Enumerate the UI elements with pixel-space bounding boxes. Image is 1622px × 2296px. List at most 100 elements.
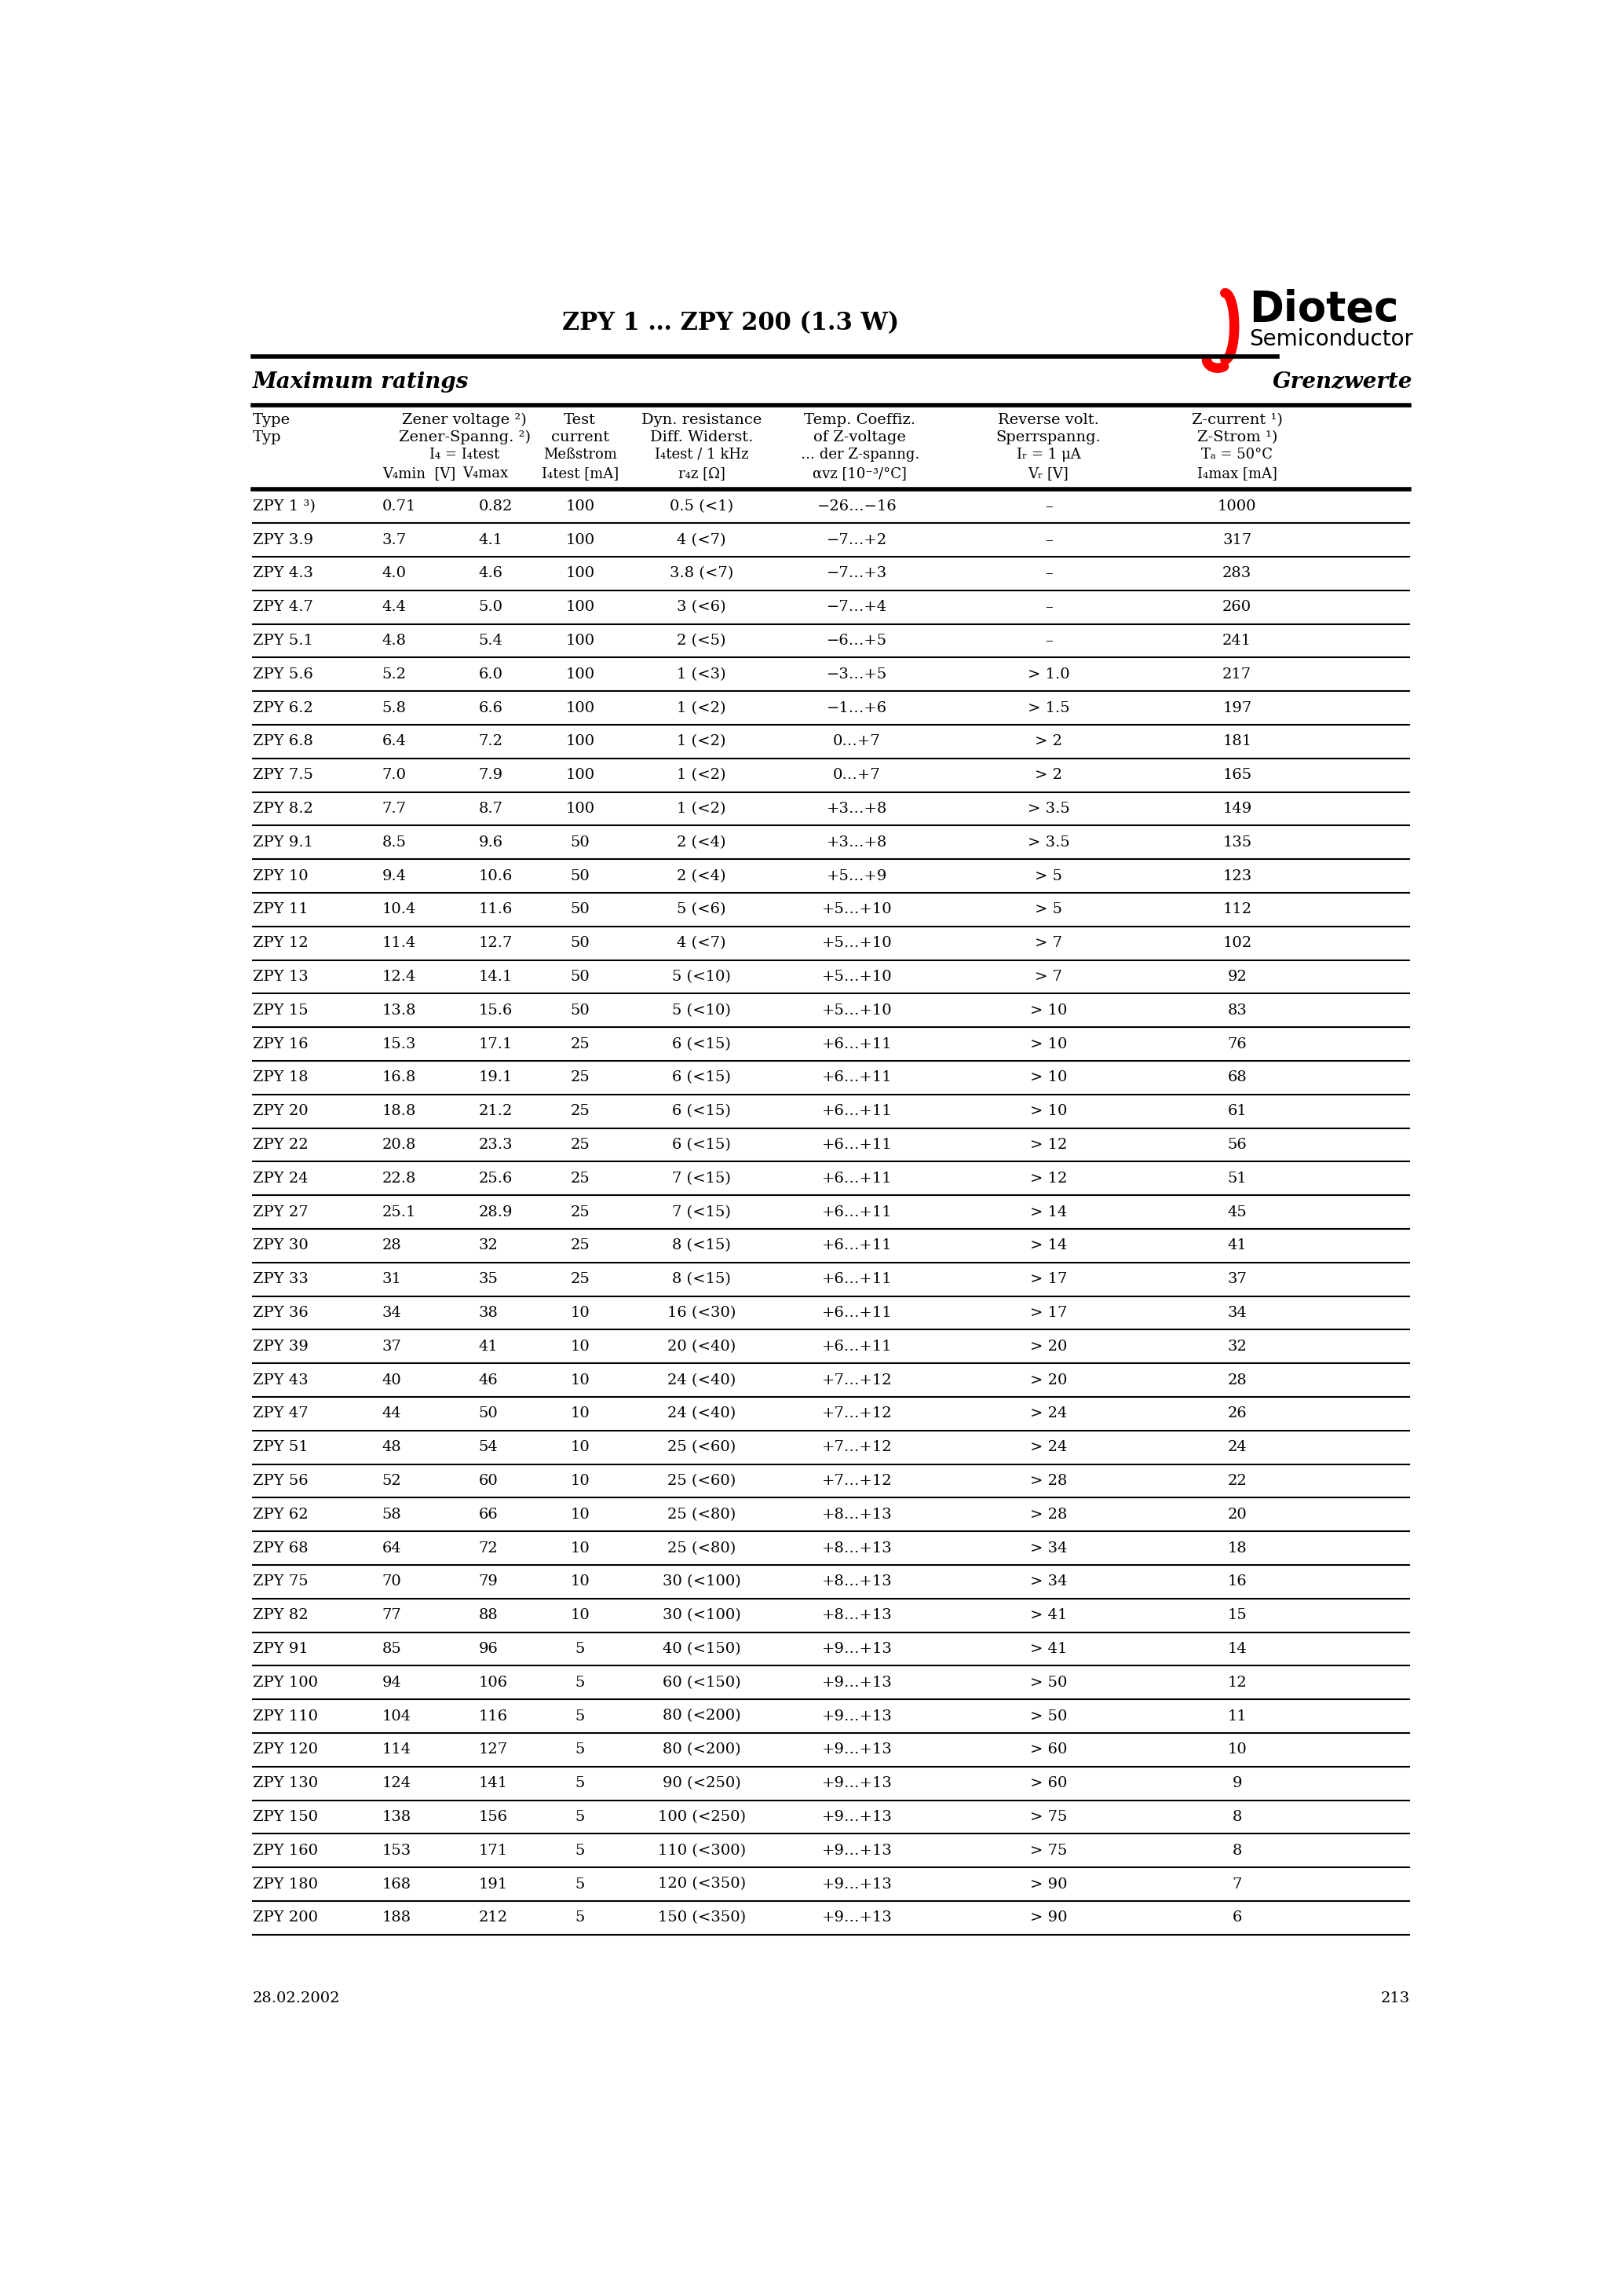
Text: ZPY 75: ZPY 75 [253, 1575, 308, 1589]
Text: > 17: > 17 [1030, 1272, 1067, 1286]
Text: +6…+11: +6…+11 [822, 1171, 892, 1185]
Text: > 34: > 34 [1030, 1575, 1067, 1589]
Text: +9…+13: +9…+13 [822, 1777, 892, 1791]
Text: > 20: > 20 [1030, 1339, 1067, 1355]
Text: > 75: > 75 [1030, 1809, 1067, 1823]
Text: +8…+13: +8…+13 [822, 1607, 892, 1623]
Text: +5…+9: +5…+9 [827, 868, 887, 884]
Text: ZPY 150: ZPY 150 [253, 1809, 318, 1823]
Text: 28.9: 28.9 [478, 1205, 513, 1219]
Text: 5.2: 5.2 [383, 668, 407, 682]
Text: 150 (<350): 150 (<350) [657, 1910, 746, 1924]
Text: 46: 46 [478, 1373, 498, 1387]
Text: 80 (<200): 80 (<200) [662, 1708, 741, 1724]
Text: current: current [551, 429, 610, 445]
Text: 100 (<250): 100 (<250) [657, 1809, 746, 1823]
Text: +7…+12: +7…+12 [822, 1474, 892, 1488]
Text: ZPY 130: ZPY 130 [253, 1777, 318, 1791]
Text: ZPY 6.2: ZPY 6.2 [253, 700, 313, 714]
Text: 1 (<2): 1 (<2) [676, 801, 727, 815]
Text: > 10: > 10 [1030, 1003, 1067, 1017]
Text: 11.4: 11.4 [383, 937, 417, 951]
Text: 20.8: 20.8 [383, 1139, 417, 1153]
Text: 2 (<4): 2 (<4) [676, 836, 727, 850]
Text: V₄max: V₄max [462, 466, 509, 480]
Text: 5: 5 [576, 1809, 586, 1823]
Text: +6…+11: +6…+11 [822, 1139, 892, 1153]
Text: 45: 45 [1228, 1205, 1247, 1219]
Text: 4 (<7): 4 (<7) [676, 533, 727, 546]
Text: 9.6: 9.6 [478, 836, 503, 850]
Text: 21.2: 21.2 [478, 1104, 513, 1118]
Text: 24 (<40): 24 (<40) [667, 1407, 736, 1421]
Text: 100: 100 [566, 567, 595, 581]
Text: 6: 6 [1233, 1910, 1242, 1924]
Text: > 12: > 12 [1030, 1139, 1067, 1153]
Text: Sperrspanng.: Sperrspanng. [996, 429, 1101, 445]
Text: 1 (<2): 1 (<2) [676, 735, 727, 748]
Text: +6…+11: +6…+11 [822, 1205, 892, 1219]
Text: Tₐ = 50°C: Tₐ = 50°C [1202, 448, 1273, 461]
Text: 16: 16 [1228, 1575, 1247, 1589]
Text: ZPY 56: ZPY 56 [253, 1474, 308, 1488]
Text: ZPY 4.3: ZPY 4.3 [253, 567, 313, 581]
Text: 50: 50 [571, 1003, 590, 1017]
Text: 4.6: 4.6 [478, 567, 503, 581]
Text: 16.8: 16.8 [383, 1070, 417, 1084]
Text: 0.82: 0.82 [478, 498, 513, 514]
Text: > 1.5: > 1.5 [1027, 700, 1069, 714]
Text: 5: 5 [576, 1878, 586, 1892]
Text: ZPY 27: ZPY 27 [253, 1205, 308, 1219]
Text: Diotec: Diotec [1249, 289, 1398, 331]
Text: ZPY 13: ZPY 13 [253, 969, 308, 985]
Text: ZPY 33: ZPY 33 [253, 1272, 308, 1286]
Text: 15.6: 15.6 [478, 1003, 513, 1017]
Text: 7.9: 7.9 [478, 769, 503, 783]
Text: 123: 123 [1223, 868, 1252, 884]
Text: 217: 217 [1223, 668, 1252, 682]
Text: +6…+11: +6…+11 [822, 1272, 892, 1286]
Text: 61: 61 [1228, 1104, 1247, 1118]
Text: 100: 100 [566, 700, 595, 714]
Text: I₄max [mA]: I₄max [mA] [1197, 466, 1277, 480]
Text: > 34: > 34 [1030, 1541, 1067, 1554]
Text: 25 (<80): 25 (<80) [667, 1508, 736, 1522]
Text: 17.1: 17.1 [478, 1038, 513, 1052]
Text: 100: 100 [566, 769, 595, 783]
Text: 72: 72 [478, 1541, 498, 1554]
Text: 25: 25 [571, 1205, 590, 1219]
Text: ZPY 20: ZPY 20 [253, 1104, 308, 1118]
Text: 4.4: 4.4 [383, 599, 407, 615]
Text: 110 (<300): 110 (<300) [657, 1844, 746, 1857]
Text: ZPY 16: ZPY 16 [253, 1038, 308, 1052]
Text: > 24: > 24 [1030, 1440, 1067, 1453]
Text: ZPY 62: ZPY 62 [253, 1508, 308, 1522]
Text: 1000: 1000 [1218, 498, 1257, 514]
Text: 22.8: 22.8 [383, 1171, 417, 1185]
Text: 188: 188 [383, 1910, 412, 1924]
Text: > 7: > 7 [1035, 969, 1062, 985]
Text: 114: 114 [383, 1743, 412, 1756]
Text: 30 (<100): 30 (<100) [662, 1575, 741, 1589]
Text: 5.0: 5.0 [478, 599, 503, 615]
Text: 25 (<80): 25 (<80) [667, 1541, 736, 1554]
Text: 5: 5 [576, 1777, 586, 1791]
Text: 11.6: 11.6 [478, 902, 513, 916]
Text: 104: 104 [383, 1708, 412, 1724]
Text: 1 (<2): 1 (<2) [676, 700, 727, 714]
Text: ZPY 110: ZPY 110 [253, 1708, 318, 1724]
Text: 156: 156 [478, 1809, 508, 1823]
Text: 10.6: 10.6 [478, 868, 513, 884]
Text: +9…+13: +9…+13 [822, 1708, 892, 1724]
Text: +6…+11: +6…+11 [822, 1339, 892, 1355]
Text: 6 (<15): 6 (<15) [672, 1070, 732, 1084]
Text: ZPY 100: ZPY 100 [253, 1676, 318, 1690]
Text: 138: 138 [383, 1809, 412, 1823]
Text: 51: 51 [1228, 1171, 1247, 1185]
Text: 120 (<350): 120 (<350) [657, 1878, 746, 1892]
Text: 106: 106 [478, 1676, 508, 1690]
Text: 10: 10 [571, 1373, 590, 1387]
Text: 100: 100 [566, 498, 595, 514]
Text: +9…+13: +9…+13 [822, 1676, 892, 1690]
Text: 10: 10 [571, 1306, 590, 1320]
